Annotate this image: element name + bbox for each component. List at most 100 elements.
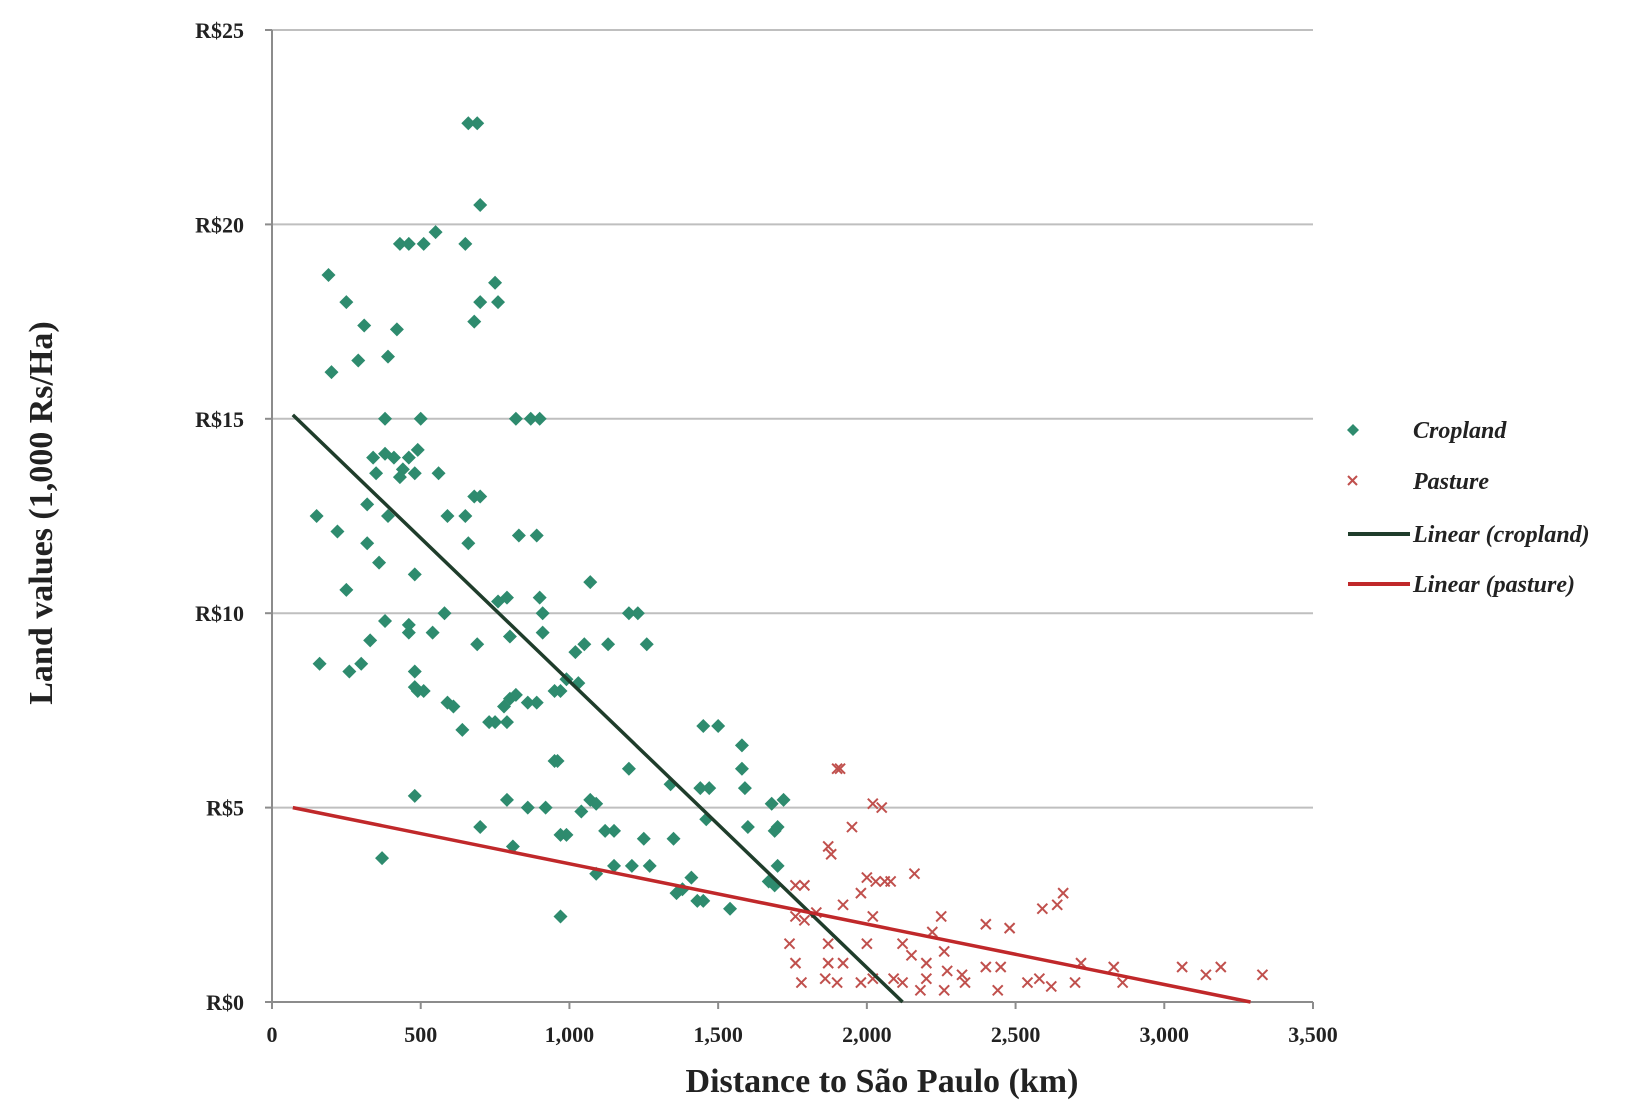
pasture-point bbox=[908, 867, 921, 880]
pasture-point bbox=[1045, 980, 1057, 993]
cropland-point bbox=[496, 699, 511, 714]
pasture-point bbox=[887, 972, 900, 985]
pasture-point bbox=[825, 848, 837, 860]
cropland-point bbox=[639, 637, 654, 652]
cropland-point bbox=[520, 800, 535, 815]
cropland-point bbox=[553, 683, 568, 698]
pasture-point bbox=[798, 914, 811, 927]
pasture-point bbox=[935, 910, 947, 923]
cropland-point bbox=[532, 411, 547, 426]
pasture-point bbox=[1116, 976, 1129, 989]
cropland-point bbox=[416, 236, 431, 251]
cropland-point bbox=[380, 509, 395, 523]
cropland-point bbox=[440, 509, 455, 523]
cropland-point bbox=[693, 781, 708, 796]
cropland-point bbox=[511, 528, 526, 543]
cropland-point bbox=[473, 197, 488, 212]
cropland-point bbox=[407, 466, 422, 481]
x-tick-label: 2,000 bbox=[842, 1022, 892, 1047]
cropland-point bbox=[583, 575, 598, 590]
cropland-point bbox=[401, 450, 416, 465]
cropland-point bbox=[425, 625, 440, 640]
cropland-point bbox=[621, 606, 636, 621]
pasture-point bbox=[831, 763, 843, 775]
cropland-point bbox=[378, 613, 393, 628]
cropland-point bbox=[351, 353, 366, 368]
pasture-point bbox=[819, 972, 831, 985]
cropland-point bbox=[636, 831, 651, 846]
cropland-point bbox=[389, 322, 404, 337]
pasture-point bbox=[1176, 961, 1188, 973]
cropland-point bbox=[461, 116, 476, 131]
cropland-point bbox=[499, 715, 514, 730]
cropland-point bbox=[696, 893, 711, 908]
cropland-point bbox=[470, 637, 485, 652]
pasture-point bbox=[938, 945, 950, 958]
cropland-point bbox=[401, 236, 416, 251]
cropland-point bbox=[607, 823, 622, 838]
cropland-point bbox=[568, 645, 583, 660]
pasture-point bbox=[867, 910, 879, 923]
cropland-point bbox=[354, 656, 369, 671]
cropland-point bbox=[767, 823, 782, 838]
pasture-point bbox=[884, 875, 897, 888]
cropland-point bbox=[508, 411, 523, 426]
cropland-point bbox=[416, 683, 431, 698]
pasture-point bbox=[1021, 976, 1034, 989]
y-tick-label: R$0 bbox=[206, 990, 244, 1015]
cropland-point bbox=[392, 236, 407, 251]
y-tick-label: R$25 bbox=[195, 18, 244, 43]
pasture-point bbox=[1033, 972, 1046, 985]
pasture-point bbox=[1215, 961, 1227, 973]
cropland-point bbox=[532, 590, 547, 605]
cropland-point bbox=[523, 411, 538, 426]
pasture-point bbox=[941, 965, 953, 977]
cropland-point bbox=[467, 314, 482, 329]
cropland-point bbox=[574, 804, 589, 819]
cropland-point bbox=[309, 509, 324, 523]
pasture-point bbox=[914, 984, 927, 997]
cropland-point bbox=[461, 536, 476, 551]
pasture-point bbox=[956, 969, 968, 981]
pasture-point bbox=[980, 918, 992, 930]
pasture-point bbox=[798, 879, 811, 892]
cropland-point bbox=[734, 738, 749, 753]
cropland-point bbox=[601, 637, 616, 652]
cropland-point bbox=[624, 858, 639, 873]
pasture-series bbox=[783, 763, 1269, 997]
cropland-point bbox=[499, 792, 514, 807]
x-tick-label: 3,500 bbox=[1288, 1022, 1338, 1047]
x-tick-label: 500 bbox=[404, 1022, 437, 1047]
pasture-point bbox=[1108, 961, 1120, 973]
cropland-point bbox=[357, 318, 372, 333]
cropland-point bbox=[491, 295, 506, 310]
cropland-point bbox=[776, 792, 791, 807]
cropland-point bbox=[428, 225, 443, 240]
pasture-point bbox=[959, 976, 971, 989]
cropland-point bbox=[342, 664, 357, 679]
cropland-point bbox=[499, 590, 514, 605]
legend-linear-pasture-label: Linear (pasture) bbox=[1412, 572, 1575, 598]
pasture-point bbox=[1003, 922, 1016, 934]
cropland-point bbox=[339, 295, 354, 310]
cropland-point bbox=[455, 722, 470, 737]
cropland-point bbox=[473, 295, 488, 310]
cropland-point bbox=[520, 695, 535, 710]
cropland-point bbox=[502, 629, 517, 644]
cropland-point bbox=[375, 851, 390, 866]
pasture-point bbox=[837, 957, 849, 969]
cropland-point bbox=[312, 656, 327, 671]
cropland-point bbox=[446, 699, 461, 714]
pasture-point bbox=[867, 798, 879, 810]
cropland-point bbox=[392, 470, 407, 485]
pasture-point bbox=[861, 871, 873, 884]
pasture-point bbox=[783, 937, 796, 950]
cropland-point bbox=[369, 466, 384, 481]
legend-linear-cropland-label: Linear (cropland) bbox=[1412, 522, 1590, 548]
cropland-series bbox=[309, 116, 791, 924]
pasture-point bbox=[855, 887, 867, 899]
cropland-point bbox=[401, 625, 416, 640]
cropland-point bbox=[589, 796, 604, 811]
cropland-point bbox=[630, 606, 645, 621]
